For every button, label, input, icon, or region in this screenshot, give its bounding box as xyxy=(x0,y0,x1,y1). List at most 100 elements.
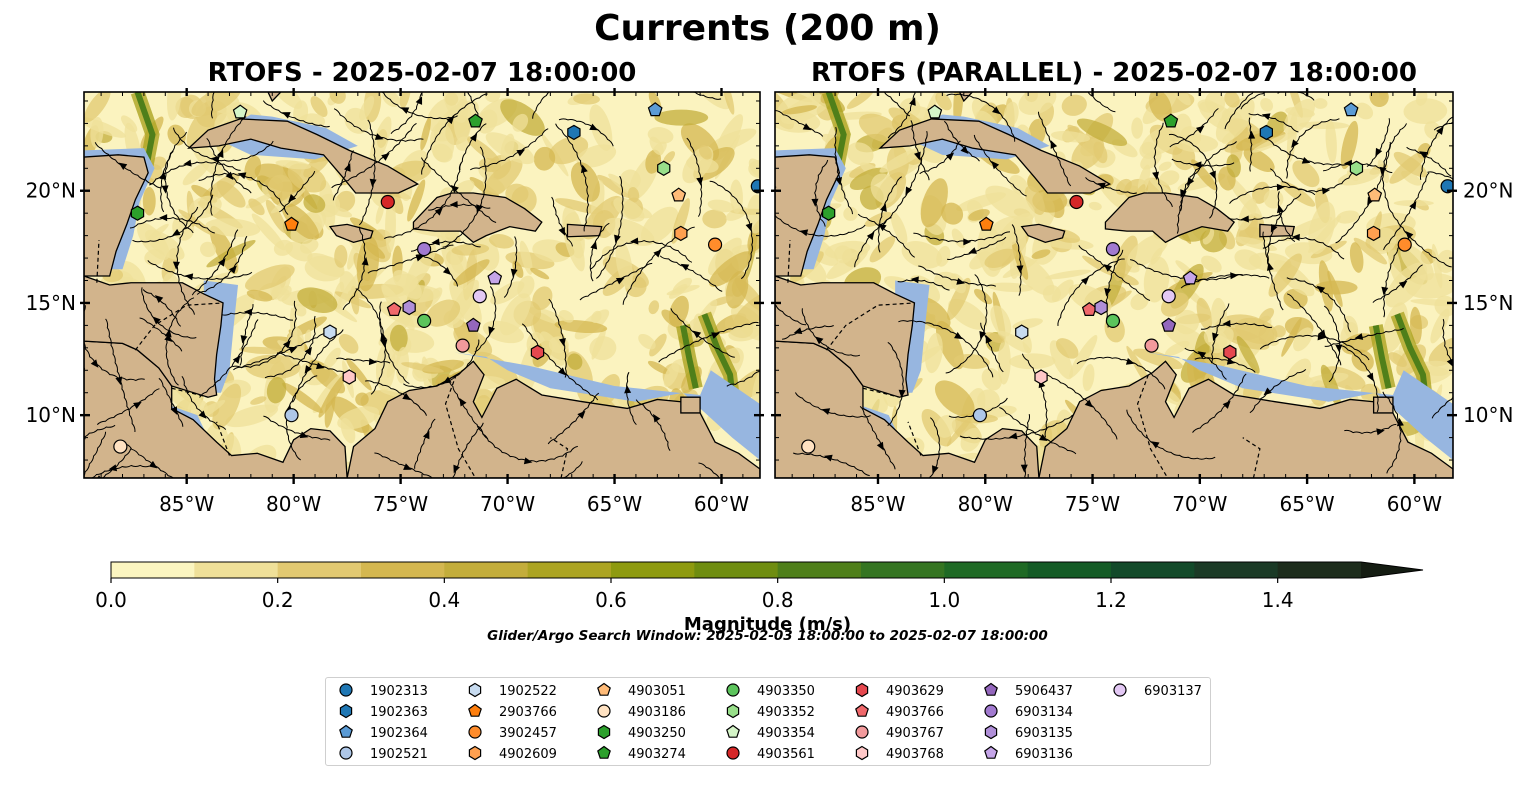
streamline-arrow xyxy=(288,346,298,354)
legend-marker-1902522 xyxy=(468,682,482,698)
streamline xyxy=(1427,171,1453,180)
magnitude-patch xyxy=(334,244,348,268)
streamline-arrow xyxy=(580,164,588,174)
legend-entry-6903136: 6903136 xyxy=(984,745,1073,762)
magnitude-patch xyxy=(248,198,265,216)
strong-current-core xyxy=(1394,313,1429,394)
streamline-arrow xyxy=(630,237,639,245)
streamline-arrow xyxy=(1446,358,1453,367)
magnitude-patch xyxy=(1416,92,1428,106)
streamline-arrow xyxy=(159,214,168,222)
legend-marker-2903766 xyxy=(468,703,482,717)
streamline-arrow xyxy=(232,355,241,364)
streamline xyxy=(918,265,997,287)
magnitude-patch xyxy=(382,92,401,108)
colorbar-segment xyxy=(361,562,445,578)
streamline-arrow xyxy=(184,273,194,281)
streamline-arrow xyxy=(1152,171,1160,181)
magnitude-patch xyxy=(1236,336,1260,374)
magnitude-patch xyxy=(984,248,1017,268)
streamline-arrow xyxy=(70,426,77,434)
streamline-arrow xyxy=(415,96,423,105)
streamline xyxy=(547,392,600,445)
streamline-arrow xyxy=(118,162,128,170)
streamline xyxy=(383,162,462,240)
streamline xyxy=(129,217,215,234)
legend-label: 6903135 xyxy=(1015,726,1073,741)
magnitude-patch xyxy=(1341,333,1376,355)
magnitude-patch xyxy=(1045,269,1091,280)
streamline xyxy=(626,371,637,425)
streamline xyxy=(775,214,866,237)
marker-6903135 xyxy=(1094,299,1108,316)
legend-entry-4903354: 4903354 xyxy=(726,724,815,741)
streamline-arrow xyxy=(614,234,621,244)
streamline-arrow xyxy=(215,69,222,78)
magnitude-patch xyxy=(1003,101,1019,128)
colorbar-segment xyxy=(277,562,362,578)
magnitude-patch xyxy=(1224,92,1240,108)
magnitude-patch xyxy=(1082,255,1118,277)
streamline xyxy=(726,368,760,387)
streamline xyxy=(132,194,213,243)
streamline xyxy=(1057,258,1125,326)
legend-label: 1902363 xyxy=(370,705,428,720)
magnitude-patch xyxy=(212,383,242,430)
streamline xyxy=(416,254,458,287)
streamline-arrow xyxy=(1291,139,1299,148)
streamline xyxy=(1105,249,1124,328)
magnitude-patch xyxy=(270,188,306,214)
magnitude-patch xyxy=(512,113,529,132)
streamline xyxy=(1126,409,1216,460)
legend-label: 4903350 xyxy=(757,684,815,699)
streamline-arrow xyxy=(624,385,632,394)
y-tick-label: 20°N xyxy=(1463,179,1513,203)
colorbar-segment xyxy=(527,562,612,578)
streamline xyxy=(1085,177,1137,194)
streamline-arrow xyxy=(434,207,443,216)
colorbar-tick-label: 0.8 xyxy=(762,588,794,612)
streamline xyxy=(332,150,354,201)
streamline-arrow xyxy=(281,112,291,119)
streamline xyxy=(794,392,871,418)
streamline-arrow xyxy=(909,97,916,106)
marker-4903561 xyxy=(380,194,395,210)
streamline xyxy=(147,260,253,280)
streamline-arrow xyxy=(170,406,178,415)
streamline-arrow xyxy=(90,359,99,368)
streamline xyxy=(452,422,484,478)
streamline xyxy=(1262,236,1345,260)
streamline-arrow xyxy=(558,226,566,236)
magnitude-patch xyxy=(466,136,500,164)
magnitude-patch xyxy=(645,149,662,174)
legend-entry-1902313: 1902313 xyxy=(339,683,428,699)
magnitude-patch xyxy=(359,95,375,121)
magnitude-patch xyxy=(269,92,303,109)
magnitude-patch xyxy=(1009,174,1029,196)
magnitude-patch xyxy=(375,202,385,225)
marker-4903051 xyxy=(671,187,687,202)
magnitude-patch xyxy=(647,127,674,144)
magnitude-patch xyxy=(238,346,284,355)
magnitude-patch xyxy=(335,190,356,212)
magnitude-patch xyxy=(1130,293,1149,311)
magnitude-patch xyxy=(1022,333,1032,354)
streamline xyxy=(164,131,194,234)
streamline-arrow xyxy=(459,397,467,407)
streamline-arrow xyxy=(361,257,369,266)
streamline-arrow xyxy=(172,261,180,270)
streamline-arrow xyxy=(1075,71,1082,80)
marker-4903768 xyxy=(342,369,356,385)
country-border xyxy=(826,302,915,351)
legend-label: 4903561 xyxy=(757,747,815,762)
streamline-arrow xyxy=(243,308,253,316)
magnitude-patch xyxy=(337,406,380,430)
legend-label: 1902521 xyxy=(370,747,428,762)
marker-4903250 xyxy=(821,205,836,221)
streamline xyxy=(782,325,834,340)
legend-entry-6903137: 6903137 xyxy=(1113,683,1202,699)
magnitude-patch xyxy=(589,104,613,151)
land xyxy=(1020,223,1066,244)
streamline-arrow xyxy=(1197,351,1207,359)
magnitude-patch xyxy=(985,185,1035,221)
